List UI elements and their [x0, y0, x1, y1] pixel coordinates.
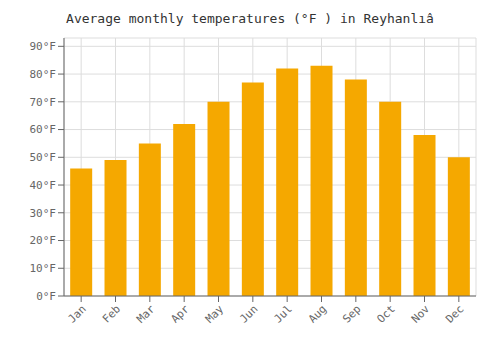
svg-text:50°F: 50°F — [30, 151, 57, 164]
svg-text:Feb: Feb — [100, 302, 123, 325]
svg-text:0°F: 0°F — [36, 290, 56, 303]
svg-text:Jul: Jul — [272, 302, 295, 325]
svg-text:90°F: 90°F — [30, 40, 57, 53]
svg-text:Jun: Jun — [237, 302, 260, 325]
svg-text:30°F: 30°F — [30, 207, 57, 220]
svg-text:Apr: Apr — [169, 302, 193, 326]
svg-text:Sep: Sep — [340, 302, 363, 325]
svg-text:40°F: 40°F — [30, 179, 57, 192]
svg-text:80°F: 80°F — [30, 68, 57, 81]
svg-text:10°F: 10°F — [30, 262, 57, 275]
svg-text:70°F: 70°F — [30, 96, 57, 109]
svg-text:20°F: 20°F — [30, 234, 57, 247]
html-text:Average monthly temperatures (: Average monthly temperatures (°F ) in Re… — [66, 11, 434, 26]
svg-text:Mar: Mar — [134, 302, 158, 326]
svg-text:Jan: Jan — [66, 302, 89, 325]
svg-text:Aug: Aug — [306, 302, 329, 325]
svg-text:May: May — [203, 302, 227, 326]
svg-text:Oct: Oct — [375, 302, 398, 325]
svg-text:Dec: Dec — [443, 302, 466, 325]
svg-text:60°F: 60°F — [30, 123, 57, 136]
svg-text:Nov: Nov — [409, 302, 433, 326]
